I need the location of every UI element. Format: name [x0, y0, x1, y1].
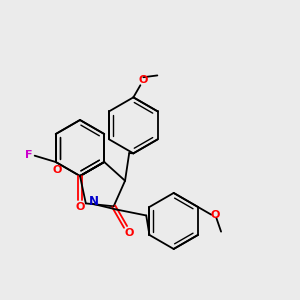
Text: O: O: [75, 202, 85, 212]
Text: N: N: [89, 195, 99, 208]
Text: O: O: [139, 75, 148, 85]
Text: F: F: [25, 150, 32, 160]
Text: O: O: [124, 228, 134, 238]
Text: O: O: [211, 210, 220, 220]
Text: O: O: [52, 165, 62, 175]
